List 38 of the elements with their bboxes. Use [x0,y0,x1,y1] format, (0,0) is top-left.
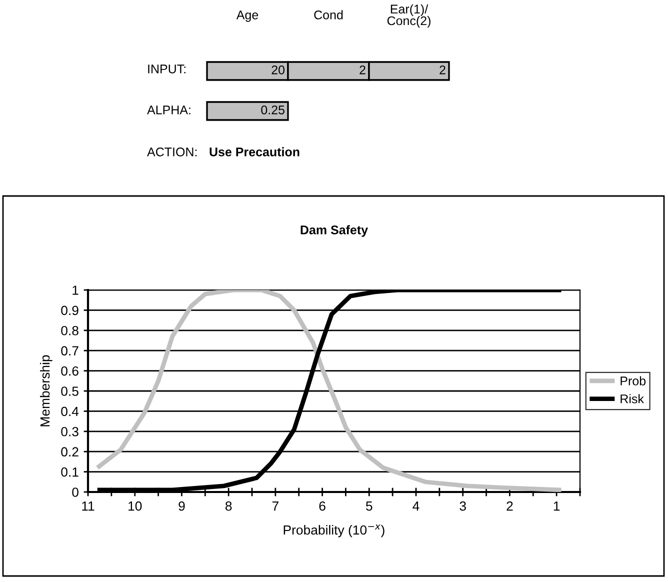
x-tick-label: 5 [366,502,372,511]
x-axis-title: Probability (10$^{−x}$) [284,524,384,538]
x-tick-label: 3 [460,501,466,511]
x-tick-label: 7 [272,502,278,511]
y-tick-label: 0.1 [61,467,78,477]
x-tick-label: 9 [178,501,185,511]
y-tick-label: 0.9 [61,306,78,316]
x-tick-label: 10 [128,501,142,511]
text: 0.25 [261,106,284,114]
legend-label: Risk [620,394,644,404]
chart-title: Dam Safety [300,225,368,237]
x-tick-label: 11 [82,502,94,511]
x-tick-label: 8 [225,501,232,511]
x-tick-label: 6 [319,501,326,511]
y-axis-title: Membership [40,355,52,426]
y-tick-label: 0.6 [61,366,78,376]
x-tick-label: 4 [412,502,420,511]
x-tick-label: 1 [554,502,560,511]
text: 2 [360,66,366,74]
text: INPUT: [148,64,186,74]
y-tick-label: 0.3 [61,426,78,436]
y-tick-label: 0.8 [61,326,78,336]
text: Cond [314,10,343,20]
y-tick-label: 0.5 [61,386,78,396]
y-tick-label: 0 [72,488,78,497]
y-tick-label: 0.4 [61,406,79,416]
y-tick-label: 0.7 [61,346,78,356]
text: Age [236,10,258,22]
text: 2 [440,66,446,74]
text: ALPHA: [147,106,190,114]
y-tick-label: 0.2 [61,447,78,457]
text: Ear(1)/ Conc(2) [387,4,430,28]
y-tick-label: 1 [72,286,78,295]
text: Use Precaution [210,147,300,156]
text: 20 [272,66,285,74]
x-tick-label: 2 [506,501,513,511]
text: ACTION: [147,148,197,156]
legend-label: Prob [620,376,646,386]
